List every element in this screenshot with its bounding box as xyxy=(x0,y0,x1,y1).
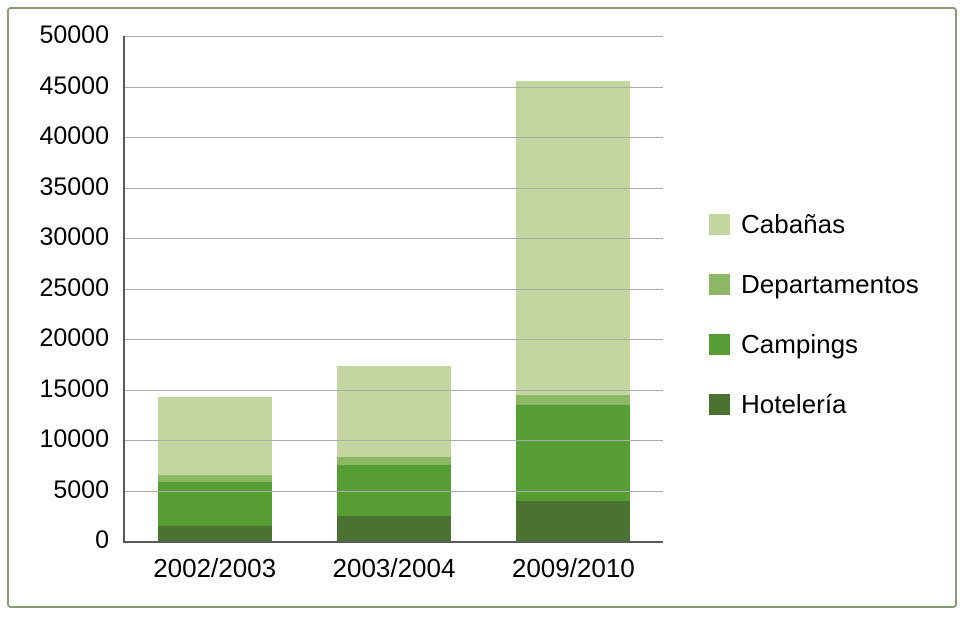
gridline-30000 xyxy=(125,238,663,239)
y-axis-tick-label: 15000 xyxy=(39,374,109,403)
gridline-45000 xyxy=(125,86,663,88)
bar-segment-cabañas xyxy=(336,366,451,458)
bar-segment-departamentos xyxy=(157,475,272,483)
legend-item-departamentos: Departamentos xyxy=(709,269,919,300)
gridline-10000 xyxy=(125,440,663,441)
bar-segment-hotelería xyxy=(157,525,272,541)
y-axis-tick-label: 5000 xyxy=(53,475,109,504)
legend-label: Hotelería xyxy=(741,389,847,419)
x-axis-labels: 2002/2003 2003/2004 2009/2010 xyxy=(125,553,663,584)
legend-label: Cabañas xyxy=(741,209,846,239)
gridline-20000 xyxy=(125,339,663,340)
gridline-5000 xyxy=(125,490,663,492)
bar-segment-hotelería xyxy=(336,515,451,541)
bar-segment-departamentos xyxy=(336,457,451,466)
bar-segment-campings xyxy=(157,482,272,526)
gridline-25000 xyxy=(125,288,663,290)
y-axis-tick-label: 30000 xyxy=(39,222,109,251)
gridline-35000 xyxy=(125,187,663,189)
gridline-40000 xyxy=(125,137,663,138)
legend-label: Campings xyxy=(741,329,859,359)
legend-label: Departamentos xyxy=(741,269,919,299)
legend-item-cabañas: Cabañas xyxy=(709,209,919,240)
bar-2009-2010 xyxy=(516,81,631,541)
x-axis-tick-label: 2009/2010 xyxy=(511,553,635,583)
y-axis-tick-label: 20000 xyxy=(39,323,109,352)
legend-swatch-icon xyxy=(709,334,730,355)
bar-segment-campings xyxy=(516,404,631,501)
legend-swatch-icon xyxy=(709,214,730,235)
bar-2002-2003 xyxy=(157,396,272,541)
gridline-50000 xyxy=(125,36,663,37)
legend-swatch-icon xyxy=(709,274,730,295)
legend: Cabañas Departamentos Campings Hotelería xyxy=(709,209,919,420)
bar-segment-cabañas xyxy=(157,396,272,476)
bar-segment-hotelería xyxy=(516,500,631,541)
y-axis-tick-label: 45000 xyxy=(39,71,109,100)
chart-frame: 2002/2003 2003/2004 2009/2010 0 5000 10000 15… xyxy=(7,7,957,608)
y-axis-tick-label: 0 xyxy=(95,525,109,554)
y-axis-tick-label: 10000 xyxy=(39,424,109,453)
legend-item-hotelería: Hotelería xyxy=(709,389,919,420)
x-axis-tick-label: 2003/2004 xyxy=(332,553,456,583)
bar-segment-departamentos xyxy=(516,394,631,405)
bar-2003-2004 xyxy=(336,366,451,541)
legend-swatch-icon xyxy=(709,394,730,415)
y-axis-tick-label: 25000 xyxy=(39,273,109,302)
plot-area: 2002/2003 2003/2004 2009/2010 0 5000 10000 15… xyxy=(39,21,663,583)
y-axis-tick-label: 50000 xyxy=(39,20,109,49)
x-axis-tick-label: 2002/2003 xyxy=(153,553,277,583)
y-axis-tick-label: 40000 xyxy=(39,121,109,150)
legend-item-campings: Campings xyxy=(709,329,919,360)
gridline-15000 xyxy=(125,389,663,391)
y-axis-tick-label: 35000 xyxy=(39,172,109,201)
